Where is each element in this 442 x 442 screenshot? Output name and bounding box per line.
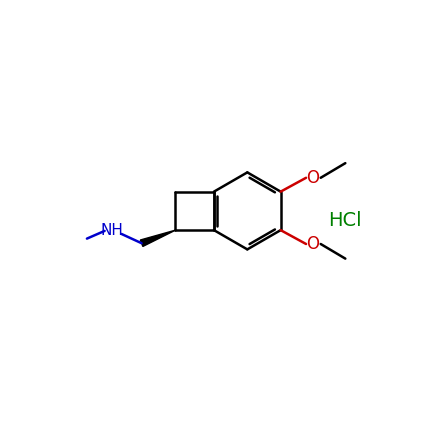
Text: O: O	[306, 235, 320, 253]
Text: O: O	[306, 169, 320, 187]
Polygon shape	[141, 230, 175, 247]
Text: NH: NH	[100, 223, 123, 238]
Text: HCl: HCl	[328, 211, 362, 230]
